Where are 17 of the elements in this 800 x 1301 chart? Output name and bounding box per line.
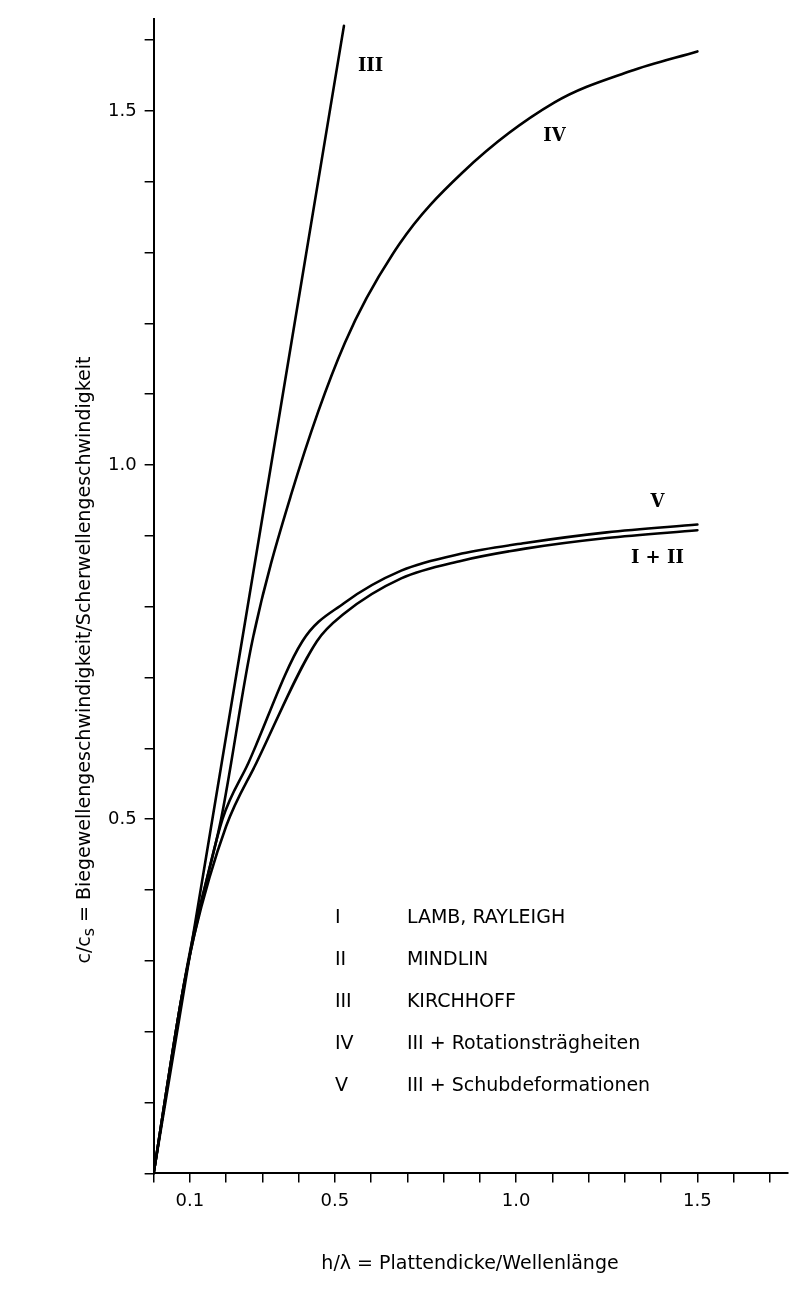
- text: I LAMB, RAYLEIGH: [334, 905, 566, 928]
- y-tick-label: 0.5: [107, 806, 137, 828]
- x-tick-label: 0.5: [320, 1188, 350, 1210]
- x-axis-title: h/λ = Plattendicke/Wellenlänge: [321, 1251, 619, 1273]
- series-label: I + II: [630, 545, 684, 567]
- y-tick-label: 1.0: [107, 452, 137, 474]
- series-label: IV: [543, 124, 567, 146]
- text: IV III + Rotationsträgheiten: [334, 1031, 641, 1054]
- text: II MINDLIN: [334, 947, 489, 970]
- x-tick-label: 1.0: [501, 1188, 531, 1210]
- series-label: III: [357, 53, 384, 75]
- y-tick-label: 1.5: [107, 98, 137, 120]
- text: III KIRCHHOFF: [334, 989, 516, 1012]
- series-label: V: [649, 490, 666, 512]
- x-tick-label: 1.5: [683, 1188, 712, 1210]
- x-tick-label: 0.1: [175, 1188, 205, 1210]
- text: V III + Schubdeformationen: [334, 1073, 651, 1096]
